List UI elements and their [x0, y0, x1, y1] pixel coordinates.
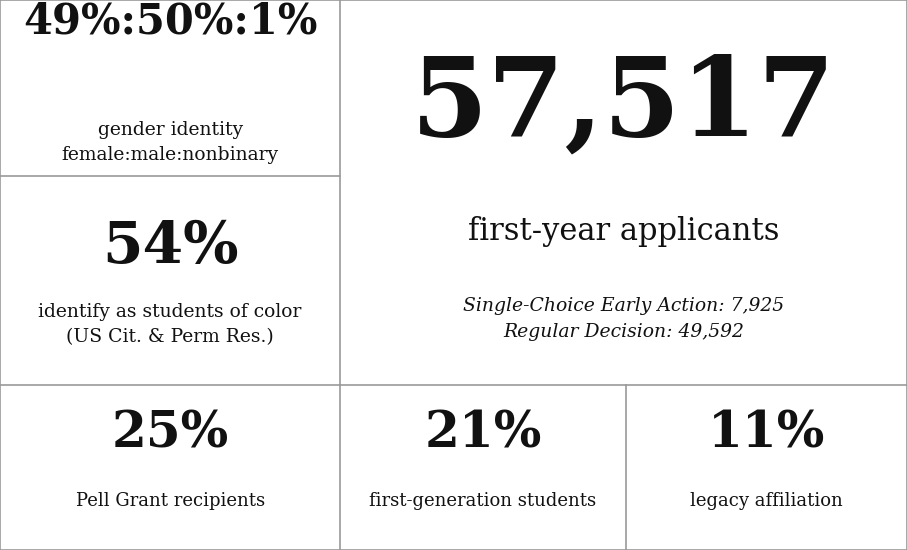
- Text: legacy affiliation: legacy affiliation: [690, 492, 843, 509]
- Text: 49%:50%:1%: 49%:50%:1%: [23, 1, 317, 43]
- Text: 11%: 11%: [707, 410, 825, 459]
- Text: 21%: 21%: [424, 410, 541, 459]
- Text: 57,517: 57,517: [411, 51, 836, 158]
- Text: Pell Grant recipients: Pell Grant recipients: [75, 492, 265, 509]
- Text: first-generation students: first-generation students: [369, 492, 597, 509]
- Text: 54%: 54%: [102, 219, 239, 276]
- Text: first-year applicants: first-year applicants: [468, 216, 779, 246]
- Text: identify as students of color
(US Cit. & Perm Res.): identify as students of color (US Cit. &…: [38, 303, 302, 346]
- Text: 25%: 25%: [112, 410, 229, 459]
- Text: Single-Choice Early Action: 7,925
Regular Decision: 49,592: Single-Choice Early Action: 7,925 Regula…: [463, 297, 785, 341]
- Text: gender identity
female:male:nonbinary: gender identity female:male:nonbinary: [62, 122, 278, 164]
